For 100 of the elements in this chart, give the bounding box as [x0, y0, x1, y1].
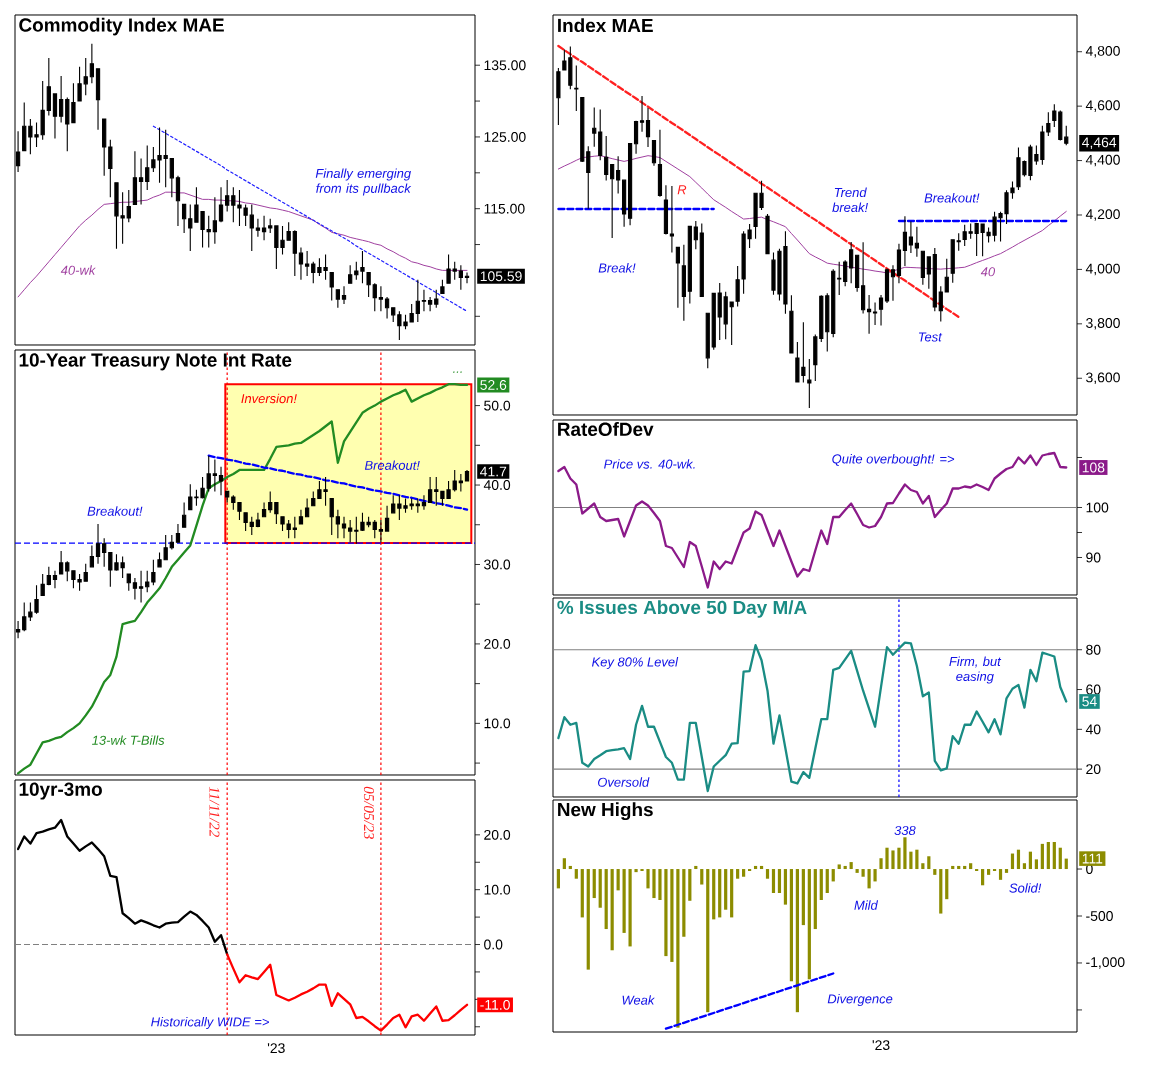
candlestick: [950, 238, 955, 284]
candlestick: [329, 498, 334, 536]
annotation: Divergence: [827, 993, 893, 1007]
candlestick: [914, 226, 919, 258]
candlestick: [274, 501, 279, 525]
candlestick: [261, 215, 267, 241]
annotation: Oversold: [598, 777, 650, 787]
bar: [682, 869, 686, 937]
text: 54: [1082, 696, 1097, 707]
candlestick: [348, 264, 353, 284]
candlestick: [415, 279, 420, 323]
candlestick: [789, 294, 794, 354]
candlestick: [335, 289, 341, 309]
candlestick: [181, 501, 187, 528]
bar: [592, 869, 596, 899]
candlestick: [95, 68, 101, 131]
candlestick: [145, 145, 150, 191]
y-tick-label: 4,600: [1085, 100, 1120, 112]
candlestick: [896, 243, 902, 284]
bar: [885, 847, 889, 870]
candlestick: [639, 95, 645, 133]
candlestick: [22, 101, 27, 152]
bar: [1022, 863, 1027, 870]
candlestick: [1064, 125, 1069, 146]
y-tick-label: 125.00: [484, 132, 526, 142]
bar: [700, 869, 704, 885]
bar: [951, 865, 955, 870]
candlestick: [348, 519, 353, 543]
candlestick: [938, 285, 943, 322]
bar: [837, 864, 841, 870]
candlestick: [108, 139, 113, 198]
candlestick: [175, 523, 181, 543]
bar: [568, 865, 572, 870]
candlestick: [872, 302, 878, 326]
candlestick: [132, 577, 138, 600]
y-tick-label: 60: [1086, 684, 1101, 695]
candlestick: [378, 285, 384, 312]
candlestick: [89, 544, 95, 568]
candlestick: [687, 225, 692, 304]
bar: [933, 869, 937, 875]
bar: [562, 858, 566, 870]
bar: [616, 869, 620, 891]
candlestick: [902, 215, 908, 267]
candlestick: [681, 244, 686, 322]
candlestick: [645, 107, 651, 148]
chart-title: Index MAE: [558, 18, 653, 33]
bar: [957, 865, 961, 870]
annotation: ...: [453, 371, 462, 373]
candlestick: [627, 142, 633, 226]
bar: [927, 856, 931, 870]
candlestick: [268, 490, 273, 514]
bar: [706, 869, 710, 1013]
candlestick: [884, 268, 890, 304]
annotation: Trend break!: [832, 187, 868, 213]
candlestick: [861, 241, 866, 315]
bar: [586, 869, 590, 970]
candlestick: [261, 501, 267, 518]
candlestick: [574, 65, 579, 112]
band-label: Inversion!: [241, 393, 297, 404]
bar: [688, 869, 692, 901]
candlestick: [464, 469, 470, 482]
annotation: Weak: [622, 995, 655, 1005]
bar: [945, 869, 949, 900]
text: 108: [1082, 462, 1105, 473]
chart-title: % Issues Above 50 Day M/A: [557, 600, 807, 618]
candlestick: [849, 241, 854, 284]
candlestick: [866, 294, 872, 335]
y-tick-label: 10.0: [484, 884, 511, 895]
candlestick: [366, 271, 371, 298]
bar: [753, 865, 758, 870]
candlestick: [586, 145, 591, 210]
bar: [855, 869, 859, 873]
bar: [981, 869, 985, 886]
candlestick: [298, 246, 304, 281]
candlestick: [391, 307, 396, 323]
candlestick: [218, 186, 224, 223]
bar: [861, 869, 865, 877]
candlestick: [427, 296, 433, 312]
y-tick-label: 3,800: [1086, 318, 1120, 330]
candlestick: [151, 559, 156, 586]
bar: [1034, 859, 1038, 870]
bar: [777, 869, 782, 893]
bar: [801, 869, 805, 926]
bar: [831, 869, 835, 882]
bar: [897, 847, 901, 870]
bar: [789, 869, 794, 982]
candlestick: [138, 570, 144, 604]
candlestick: [926, 255, 931, 290]
candlestick: [693, 220, 698, 250]
candlestick: [169, 157, 174, 198]
candlestick: [95, 523, 101, 565]
bar: [1052, 841, 1056, 870]
bar: [610, 869, 614, 951]
text: '23: [267, 1043, 285, 1054]
bar: [759, 865, 764, 870]
y-tick-label: 0.0: [484, 939, 503, 950]
bar: [843, 865, 847, 870]
bar: [879, 858, 883, 870]
candlestick: [890, 264, 896, 302]
y-tick-label: 80: [1086, 644, 1101, 655]
